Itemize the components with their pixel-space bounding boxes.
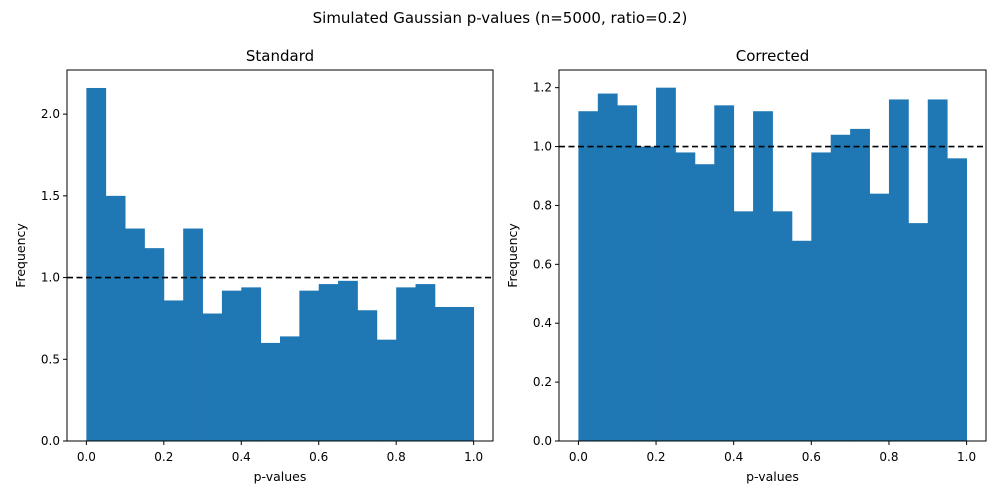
- y-ticks-corrected: 0.0 0.2 0.4 0.6 0.8 1.0 1.2: [533, 81, 559, 448]
- histogram-bar-standard-9: [260, 342, 281, 441]
- histogram-corrected: Corrected p-values Frequency 0.0 0.2 0.4 0.…: [505, 47, 987, 484]
- histogram-bar-corrected-13: [830, 134, 851, 441]
- x-tick-label-standard-0: 0.0: [77, 450, 96, 464]
- x-ticks-corrected: 0.0 0.2 0.4 0.6 0.8 1.0: [569, 441, 976, 464]
- y-tick-label-corrected-4: 0.8: [533, 198, 552, 212]
- histogram-bar-corrected-15: [869, 193, 890, 441]
- chart-title-corrected: Corrected: [736, 47, 810, 65]
- x-tick-label-standard-5: 1.0: [464, 450, 483, 464]
- histogram-bar-standard-15: [376, 339, 397, 441]
- histogram-bar-corrected-12: [811, 152, 832, 441]
- histogram-bar-corrected-19: [947, 158, 967, 442]
- histogram-bar-corrected-6: [694, 164, 715, 441]
- chart-title-standard: Standard: [246, 47, 314, 65]
- histogram-bar-standard-8: [241, 287, 262, 441]
- histogram-bar-standard-14: [357, 310, 378, 441]
- x-tick-label-corrected-3: 0.6: [802, 450, 821, 464]
- histogram-bar-standard-7: [221, 290, 242, 441]
- bars-standard: [86, 87, 475, 442]
- histogram-bar-standard-2: [125, 228, 145, 441]
- axes-frame-standard: [66, 69, 494, 442]
- x-tick-label-standard-1: 0.2: [154, 450, 173, 464]
- histogram-bar-standard-1: [105, 195, 126, 441]
- y-ticks-standard: 0.0 0.5 1.0 1.5 2.0: [41, 107, 67, 448]
- histogram-standard: Standard p-values Frequency 0.0 0.2 0.4 0.6…: [13, 47, 494, 484]
- histogram-bar-corrected-5: [675, 152, 696, 441]
- histogram-bar-standard-16: [396, 287, 416, 441]
- histogram-bar-corrected-14: [850, 128, 870, 441]
- histogram-bar-standard-10: [280, 336, 300, 441]
- histogram-bar-standard-5: [183, 228, 203, 441]
- y-tick-label-corrected-5: 1.0: [533, 140, 552, 154]
- y-axis-label-standard: Frequency: [13, 223, 28, 288]
- histogram-bar-corrected-11: [791, 240, 812, 441]
- x-tick-label-corrected-2: 0.4: [724, 450, 743, 464]
- histogram-bar-standard-3: [144, 248, 165, 441]
- histogram-bar-standard-19: [454, 306, 475, 441]
- y-tick-label-standard-1: 0.5: [41, 352, 60, 366]
- histogram-bar-standard-12: [318, 284, 339, 441]
- x-tick-label-corrected-4: 0.8: [879, 450, 898, 464]
- histogram-bar-standard-11: [299, 290, 320, 441]
- y-tick-label-corrected-6: 1.2: [533, 81, 552, 95]
- histogram-bar-corrected-4: [656, 87, 676, 442]
- histogram-bar-standard-0: [86, 87, 107, 442]
- y-tick-label-standard-4: 2.0: [41, 107, 60, 121]
- y-axis-label-corrected: Frequency: [505, 223, 520, 288]
- x-ticks-standard: 0.0 0.2 0.4 0.6 0.8 1.0: [77, 441, 483, 464]
- y-tick-label-corrected-1: 0.2: [533, 375, 552, 389]
- y-tick-label-corrected-3: 0.6: [533, 257, 552, 271]
- histogram-bar-corrected-0: [578, 111, 599, 441]
- histogram-bar-corrected-2: [617, 105, 638, 441]
- x-tick-label-standard-3: 0.6: [309, 450, 328, 464]
- histogram-bar-corrected-7: [714, 105, 735, 441]
- histogram-bar-corrected-1: [597, 93, 618, 442]
- histogram-bar-corrected-8: [733, 211, 754, 441]
- y-tick-label-standard-0: 0.0: [41, 434, 60, 448]
- x-tick-label-corrected-1: 0.2: [646, 450, 665, 464]
- histogram-bar-corrected-9: [753, 111, 773, 441]
- y-tick-label-standard-3: 1.5: [41, 189, 60, 203]
- x-tick-label-standard-4: 0.8: [387, 450, 406, 464]
- y-tick-label-corrected-2: 0.4: [533, 316, 552, 330]
- histogram-bar-corrected-17: [908, 223, 929, 441]
- x-tick-label-corrected-5: 1.0: [957, 450, 976, 464]
- histogram-bar-standard-6: [202, 313, 223, 441]
- histogram-bar-standard-17: [415, 284, 436, 441]
- histogram-bar-corrected-10: [772, 211, 793, 441]
- x-axis-label-standard: p-values: [254, 469, 307, 484]
- histogram-bar-standard-18: [434, 306, 455, 441]
- y-tick-label-corrected-0: 0.0: [533, 434, 552, 448]
- histogram-bar-standard-13: [338, 280, 358, 441]
- histogram-bar-corrected-16: [888, 99, 909, 441]
- x-axis-label-corrected: p-values: [746, 469, 799, 484]
- figure-suptitle: Simulated Gaussian p-values (n=5000, rat…: [313, 9, 688, 27]
- x-tick-label-corrected-0: 0.0: [569, 450, 588, 464]
- histogram-bar-corrected-3: [636, 146, 657, 442]
- histogram-bar-corrected-18: [927, 99, 948, 441]
- histogram-bar-standard-4: [163, 300, 184, 441]
- x-tick-label-standard-2: 0.4: [232, 450, 251, 464]
- axes-frame-corrected: [558, 69, 987, 442]
- y-tick-label-standard-2: 1.0: [41, 271, 60, 285]
- bars-corrected: [578, 87, 967, 442]
